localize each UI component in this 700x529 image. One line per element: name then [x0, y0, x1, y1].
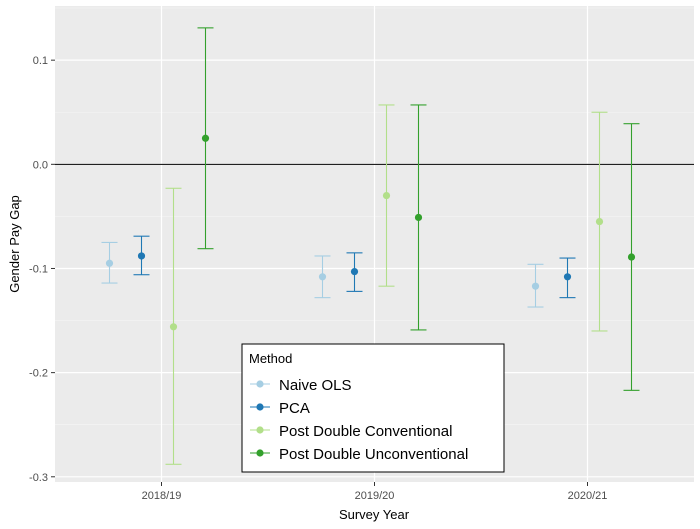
y-tick-label: 0.0 — [33, 159, 48, 171]
point-estimate — [350, 268, 359, 276]
x-tick-label: 2018/19 — [142, 490, 182, 502]
point-estimate — [105, 259, 114, 267]
legend-item: Post Double Conventional — [250, 423, 452, 440]
series-pca — [133, 235, 576, 299]
point-estimate — [595, 218, 604, 226]
y-axis-title: Gender Pay Gap — [7, 195, 22, 293]
legend-box — [241, 343, 505, 473]
x-tick-label: 2019/20 — [355, 490, 395, 502]
point-estimate — [201, 134, 210, 142]
y-tick-label: 0.1 — [33, 55, 48, 67]
point-estimate — [382, 191, 391, 200]
point-estimate — [531, 282, 540, 290]
point-estimate — [627, 253, 636, 261]
y-tick-label: -0.1 — [29, 263, 48, 275]
series-naive-ols — [101, 241, 544, 308]
series-layer — [101, 27, 640, 465]
legend-key-point — [256, 380, 264, 388]
point-estimate — [137, 252, 146, 260]
legend-item: PCA — [250, 400, 310, 417]
legend-label: Naive OLS — [279, 377, 352, 394]
legend-key-point — [256, 449, 264, 457]
y-tick-label: -0.3 — [29, 472, 48, 484]
legend-item: Post Double Unconventional — [250, 446, 468, 463]
legend-label: Post Double Unconventional — [279, 446, 468, 463]
legend-key-point — [256, 426, 264, 434]
legend-items: Naive OLS PCA Post Double Conventional Post… — [250, 377, 468, 463]
point-estimate — [414, 213, 423, 222]
x-axis-title: Survey Year — [339, 507, 410, 522]
point-estimate — [318, 273, 327, 281]
legend-label: Post Double Conventional — [279, 423, 452, 440]
x-tick-label: 2020/21 — [568, 490, 608, 502]
legend-key-point — [256, 403, 264, 411]
y-axis: -0.3 -0.2 -0.1 0.0 0.1 — [29, 55, 55, 484]
legend: Method Naive OLS PCA Post Double Conventio… — [241, 343, 505, 473]
legend-label: PCA — [279, 400, 310, 417]
series-post-double-conventional — [165, 104, 608, 465]
legend-title: Method — [249, 351, 292, 366]
series-post-double-unconventional — [197, 27, 640, 391]
point-estimate — [563, 273, 572, 281]
y-tick-label: -0.2 — [29, 368, 48, 380]
legend-item: Naive OLS — [250, 377, 352, 394]
x-axis: 2018/19 2019/20 2020/21 — [142, 482, 608, 502]
point-estimate — [169, 323, 178, 331]
